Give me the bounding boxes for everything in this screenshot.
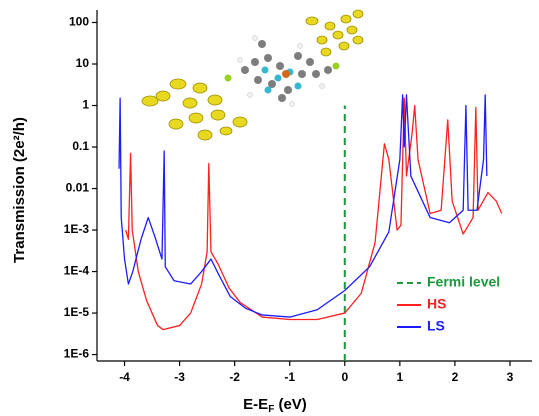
legend-label: LS	[427, 318, 445, 334]
x-tick-label: 0	[341, 370, 348, 384]
y-tick-label: 10	[76, 56, 90, 70]
plot-area: 100 10 1 0.1 0.01 1E-3 1E-4 1E-5 1E-6 -4 -3 -2 -1 0 1 2…	[64, 10, 532, 384]
x-axis-title-tail: (eV)	[274, 396, 307, 413]
series-line	[125, 97, 503, 331]
x-tick-label: 3	[507, 370, 514, 384]
y-tick-label: 0.1	[72, 139, 89, 153]
x-axis-title-sub: F	[268, 404, 274, 415]
y-tick-label: 1E-6	[64, 347, 90, 361]
x-tick-label: -2	[229, 370, 240, 384]
x-tick-label: 1	[397, 370, 404, 384]
x-axis-title: E-EF (eV)	[243, 396, 307, 415]
legend-label: Fermi level	[427, 274, 500, 290]
x-tick-label: -4	[119, 370, 130, 384]
legend-label: HS	[427, 296, 446, 312]
y-tick-label: 1E-4	[64, 264, 90, 278]
x-tick-label: -3	[174, 370, 185, 384]
y-tick-label: 1E-5	[64, 305, 90, 319]
y-tick-label: 1E-3	[64, 222, 90, 236]
x-tick-label: -1	[284, 370, 295, 384]
x-tick-label: 2	[452, 370, 459, 384]
y-tick-label: 0.01	[66, 181, 90, 195]
y-axis-title: Transmission (2e²/h)	[11, 117, 28, 263]
y-tick-label: 100	[69, 15, 89, 29]
molecule-inset	[141, 9, 364, 141]
y-tick-label: 1	[82, 98, 89, 112]
x-axis-title-main: E-E	[243, 396, 268, 413]
series-line	[118, 94, 488, 318]
